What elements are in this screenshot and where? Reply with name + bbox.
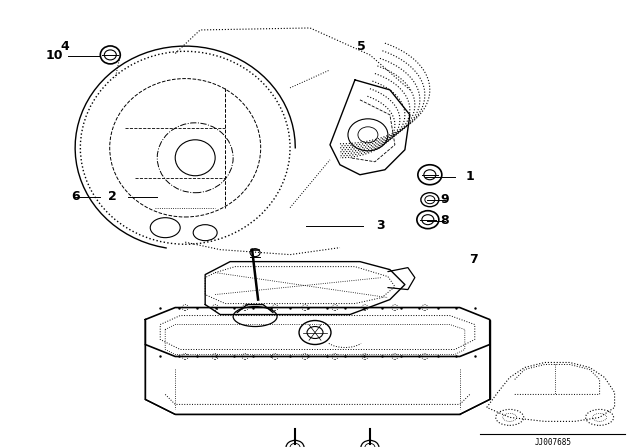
Text: 8: 8: [440, 215, 449, 228]
Text: 5: 5: [357, 40, 366, 53]
Text: 2: 2: [108, 190, 116, 203]
Text: 10: 10: [46, 49, 63, 62]
Text: JJ007685: JJ007685: [534, 438, 571, 447]
Text: 9: 9: [440, 194, 449, 207]
Text: 1: 1: [466, 170, 474, 183]
Text: 4: 4: [60, 40, 68, 53]
Text: 7: 7: [469, 253, 477, 266]
Text: 3: 3: [376, 220, 385, 233]
Text: 6: 6: [71, 190, 79, 203]
